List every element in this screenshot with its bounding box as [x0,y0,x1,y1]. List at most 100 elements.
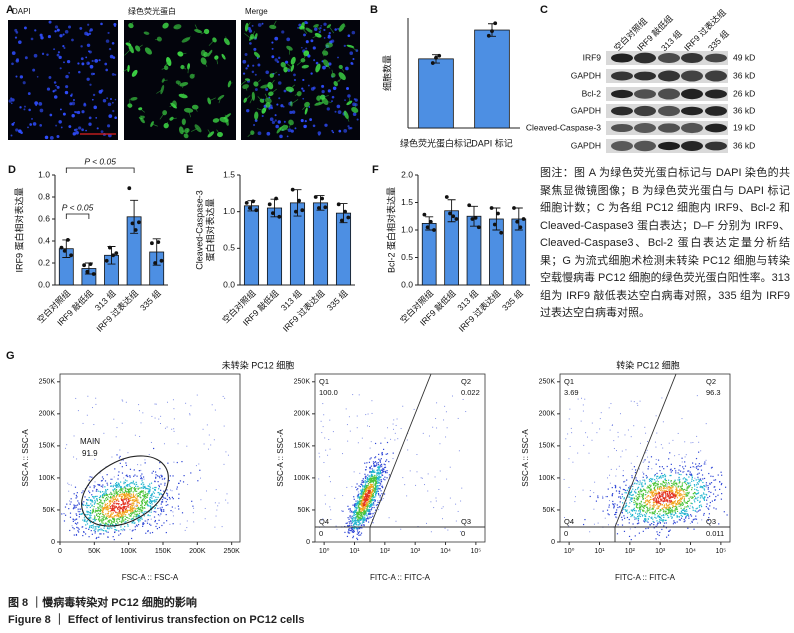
nucleus [352,112,357,117]
event [679,495,681,497]
event [74,505,76,507]
event [140,504,142,507]
data-point [156,240,161,245]
event [142,490,144,493]
event [639,515,641,518]
event [680,503,682,505]
event [165,531,167,534]
event [646,509,648,511]
nucleus [269,117,274,122]
event [395,520,397,522]
x-tick-label: 150K [155,548,172,555]
nucleus [71,114,75,118]
event [665,507,667,509]
data-point [493,21,498,26]
event [117,482,119,484]
event [105,489,107,491]
event [131,505,133,507]
event [127,491,129,493]
neurite [272,20,277,28]
event [192,512,194,514]
event [609,474,611,476]
event [442,518,444,520]
event [127,523,129,526]
event [406,439,408,441]
event [360,517,363,519]
event [670,497,672,499]
event [374,480,377,482]
event [639,503,641,505]
event [721,493,723,495]
nucleus [108,133,112,138]
event [374,461,376,464]
event [651,494,653,496]
event [644,505,646,508]
event [138,502,140,504]
event [143,478,145,480]
event [642,488,645,490]
nucleus [60,126,63,129]
neurite [312,34,319,39]
event [111,505,113,507]
event [76,504,79,506]
event [379,477,381,479]
event [113,518,115,520]
event [363,502,365,504]
event [678,482,680,484]
event [653,487,655,489]
event [88,536,90,538]
event [357,502,359,504]
event [628,522,630,524]
event [348,521,350,523]
event [126,502,128,504]
event [591,439,593,441]
event [710,491,712,494]
event [653,491,655,494]
event [124,525,126,528]
event [642,530,644,532]
event [371,488,373,491]
neurite [257,96,263,102]
event [106,527,109,530]
event [324,437,326,439]
event [693,484,696,486]
event [673,514,675,516]
event [650,517,652,519]
event [687,505,689,507]
event [368,505,370,507]
event [657,514,659,517]
event [123,511,125,513]
event [374,465,376,467]
event [706,503,708,505]
event [646,499,648,501]
event [125,498,127,500]
event [146,488,149,490]
event [360,510,362,512]
event [645,504,647,506]
event [724,486,727,488]
event [659,486,661,488]
event [362,506,364,508]
event [679,512,682,515]
event [362,517,364,519]
event [69,503,71,505]
nucleus [337,56,339,59]
event [143,487,145,489]
event [657,483,659,485]
event [129,503,131,505]
event [109,516,111,518]
event [360,509,362,511]
event [153,447,155,450]
event [627,496,629,498]
nucleus [86,33,90,36]
event [350,511,352,513]
event [377,462,379,464]
event [148,492,150,494]
event [665,493,667,495]
event [653,486,656,489]
event [125,492,128,494]
event [155,525,157,528]
event [225,451,227,453]
event [664,482,666,484]
event [185,402,187,404]
